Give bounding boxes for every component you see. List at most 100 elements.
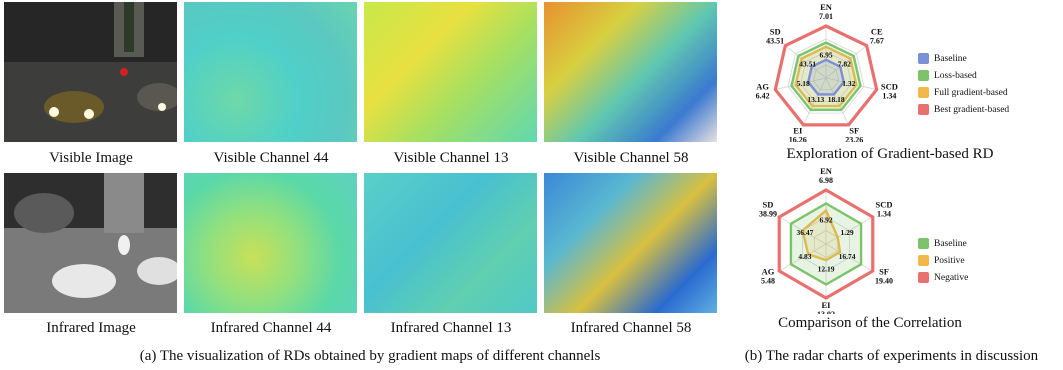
grid-spoke bbox=[825, 77, 849, 126]
grid-spoke bbox=[785, 45, 827, 79]
legend-label: Baseline bbox=[934, 238, 967, 249]
legend-label: Full gradient-based bbox=[934, 87, 1008, 98]
axis-value-label: 38.99 bbox=[759, 210, 777, 219]
legend-item-negative: Negative bbox=[918, 269, 968, 286]
caption-visible-image: Visible Image bbox=[49, 150, 133, 166]
inner-value-label: 13.13 bbox=[807, 95, 824, 104]
legend-label: Negative bbox=[934, 272, 969, 283]
grid-spoke bbox=[825, 216, 873, 245]
axis-name: AG bbox=[756, 81, 769, 91]
grid-spoke bbox=[803, 77, 827, 126]
legend-item-loss-based: Loss-based bbox=[918, 67, 1009, 84]
legend-item-positive: Positive bbox=[918, 252, 968, 269]
legend-radar-1: Baseline Loss-based Full gradient-based … bbox=[918, 50, 1009, 118]
legend-swatch bbox=[918, 53, 929, 64]
series-best-gradient-based bbox=[773, 24, 879, 127]
grid-spoke bbox=[775, 77, 827, 90]
legend-swatch bbox=[918, 70, 929, 81]
axis-name: EI bbox=[822, 300, 832, 310]
legend-label: Loss-based bbox=[934, 70, 977, 81]
axis-value-label: 7.67 bbox=[870, 36, 884, 45]
grid-spoke bbox=[825, 45, 867, 79]
axis-value-label: 6.98 bbox=[819, 176, 833, 185]
axis-name: EN bbox=[820, 166, 833, 176]
legend-swatch bbox=[918, 272, 929, 283]
series-loss-based bbox=[790, 41, 862, 112]
legend-swatch bbox=[918, 238, 929, 249]
caption-infrared-channel-44: Infrared Channel 44 bbox=[210, 320, 332, 336]
infrared-image bbox=[4, 173, 177, 313]
caption-visible-channel-44: Visible Channel 44 bbox=[213, 150, 329, 166]
caption-infrared-channel-58: Infrared Channel 58 bbox=[570, 320, 692, 336]
axis-value-label: 16.26 bbox=[789, 136, 807, 142]
legend-item-best-gradient: Best gradient-based bbox=[918, 101, 1009, 118]
legend-label: Baseline bbox=[934, 53, 967, 64]
series-negative bbox=[777, 188, 875, 300]
axis-value-label: 1.34 bbox=[877, 210, 891, 219]
legend-radar-2: Baseline Positive Negative bbox=[918, 235, 968, 286]
infrared-channel-44-map bbox=[184, 173, 357, 313]
inner-value-label: 6.92 bbox=[819, 216, 832, 225]
visible-channel-44-map bbox=[184, 2, 357, 142]
axis-name: CE bbox=[871, 26, 883, 36]
inner-value-label: 4.83 bbox=[798, 252, 811, 261]
axis-value-label: 13.92 bbox=[817, 310, 835, 314]
caption-b: (b) The radar charts of experiments in d… bbox=[744, 348, 1039, 364]
grid-spoke bbox=[825, 77, 877, 90]
legend-item-baseline: Baseline bbox=[918, 50, 1009, 67]
axis-value-label: 6.42 bbox=[756, 91, 770, 100]
grid-ring bbox=[787, 38, 865, 114]
legend-swatch bbox=[918, 104, 929, 115]
visible-channel-58-map bbox=[544, 2, 717, 142]
axis-name: SCD bbox=[881, 81, 898, 91]
axis-name: SD bbox=[763, 200, 774, 210]
caption-a: (a) The visualization of RDs obtained by… bbox=[139, 348, 601, 364]
inner-value-label: 12.19 bbox=[818, 264, 835, 273]
grid-spoke bbox=[825, 243, 873, 272]
legend-label: Positive bbox=[934, 255, 965, 266]
axis-value-label: 7.01 bbox=[819, 12, 833, 21]
inner-value-label: 36.47 bbox=[797, 228, 814, 237]
axis-value-label: 1.34 bbox=[882, 91, 896, 100]
legend-swatch bbox=[918, 87, 929, 98]
caption-infrared-channel-13: Infrared Channel 13 bbox=[390, 320, 512, 336]
caption-visible-channel-58: Visible Channel 58 bbox=[573, 150, 689, 166]
legend-item-full-gradient: Full gradient-based bbox=[918, 84, 1009, 101]
caption-infrared-image: Infrared Image bbox=[46, 320, 136, 336]
infrared-channel-13-map bbox=[364, 173, 537, 313]
legend-item-baseline: Baseline bbox=[918, 235, 968, 252]
inner-value-label: 5.18 bbox=[797, 79, 810, 88]
inner-value-label: 1.29 bbox=[840, 228, 853, 237]
inner-value-label: 7.82 bbox=[838, 59, 851, 68]
inner-value-label: 6.95 bbox=[819, 51, 832, 60]
grid-ring bbox=[800, 51, 852, 102]
axis-name: SD bbox=[770, 26, 781, 36]
visible-channel-13-map bbox=[364, 2, 537, 142]
radar-2-title: Comparison of the Correlation bbox=[778, 315, 962, 331]
axis-name: SF bbox=[879, 267, 889, 277]
series-baseline bbox=[806, 58, 846, 96]
inner-value-label: 1.32 bbox=[842, 79, 855, 88]
legend-label: Best gradient-based bbox=[934, 104, 1010, 115]
axis-value-label: 5.48 bbox=[761, 277, 775, 286]
inner-value-label: 43.51 bbox=[799, 59, 816, 68]
grid-ring bbox=[812, 64, 840, 91]
axis-name: SF bbox=[849, 126, 859, 136]
axis-name: EI bbox=[793, 126, 803, 136]
infrared-channel-58-map bbox=[544, 173, 717, 313]
caption-visible-channel-13: Visible Channel 13 bbox=[393, 150, 509, 166]
axis-name: SCD bbox=[876, 200, 893, 210]
axis-name: EN bbox=[820, 2, 833, 12]
axis-value-label: 43.51 bbox=[766, 36, 784, 45]
legend-swatch bbox=[918, 255, 929, 266]
axis-value-label: 23.26 bbox=[845, 136, 863, 142]
visible-image bbox=[4, 2, 177, 142]
series-positive bbox=[801, 208, 842, 262]
series-baseline bbox=[789, 202, 863, 286]
grid-spoke bbox=[779, 243, 827, 272]
inner-value-label: 18.18 bbox=[828, 95, 845, 104]
axis-name: AG bbox=[762, 267, 775, 277]
axis-value-label: 19.40 bbox=[875, 277, 893, 286]
